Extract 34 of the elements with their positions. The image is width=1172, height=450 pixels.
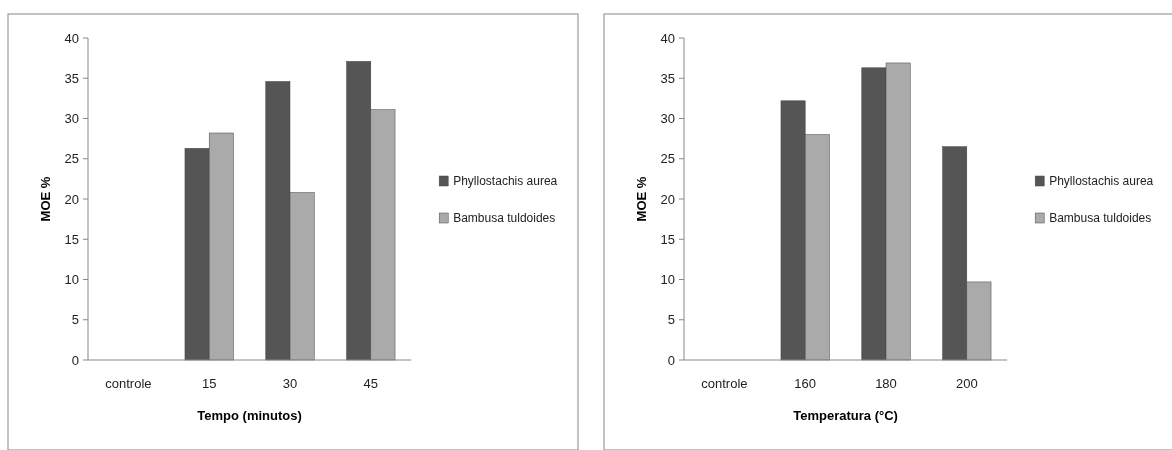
y-axis-title: MOE %	[38, 176, 53, 222]
legend-label: Bambusa tuldoides	[1049, 211, 1152, 226]
y-tick-label: 35	[660, 70, 675, 86]
legend-label: Bambusa tuldoides	[453, 211, 556, 226]
y-tick-label: 35	[64, 70, 79, 86]
y-tick-label: 15	[660, 231, 675, 247]
x-tick-label: 200	[955, 376, 978, 391]
x-tick-label: controle	[701, 376, 748, 391]
y-tick-label: 15	[64, 231, 79, 247]
x-tick-label: 180	[875, 376, 897, 391]
x-tick-label: 160	[794, 376, 817, 391]
x-tick-label: 30	[282, 376, 298, 391]
y-tick-label: 10	[660, 272, 675, 288]
y-tick-label: 30	[660, 111, 675, 127]
y-tick-label: 5	[71, 312, 79, 328]
x-tick-label: 15	[201, 376, 217, 391]
x-axis-title: Temperatura (°C)	[793, 408, 898, 423]
y-tick-label: 40	[660, 30, 675, 46]
legend-label: Phyllostachis aurea	[453, 174, 558, 189]
x-tick-label: controle	[105, 376, 152, 391]
y-tick-label: 0	[71, 352, 79, 368]
y-tick-label: 5	[667, 312, 675, 328]
y-tick-label: 25	[660, 151, 675, 167]
y-tick-label: 25	[64, 151, 79, 167]
y-tick-label: 10	[64, 272, 79, 288]
y-tick-label: 30	[64, 111, 79, 127]
y-tick-label: 20	[64, 191, 79, 207]
x-tick-label: 45	[363, 376, 379, 391]
y-axis-title: MOE %	[634, 176, 649, 222]
y-tick-label: 40	[64, 30, 79, 46]
y-tick-label: 0	[667, 352, 675, 368]
legend-label: Phyllostachis aurea	[1049, 174, 1154, 189]
y-tick-label: 20	[660, 191, 675, 207]
x-axis-title: Tempo (minutos)	[197, 408, 302, 423]
